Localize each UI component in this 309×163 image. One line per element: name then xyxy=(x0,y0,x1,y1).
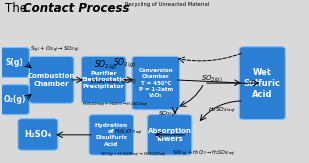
Text: $SO_{2(g)}$: $SO_{2(g)}$ xyxy=(113,57,137,70)
Text: O₂(g): O₂(g) xyxy=(3,95,26,104)
FancyBboxPatch shape xyxy=(147,115,192,155)
Text: $H_2S_2O_{7(aq)}$: $H_2S_2O_{7(aq)}$ xyxy=(114,128,143,138)
Text: Wet
Sulfuric
Acid: Wet Sulfuric Acid xyxy=(244,67,281,99)
Text: The: The xyxy=(5,1,31,15)
FancyBboxPatch shape xyxy=(132,56,180,110)
Text: $SO_{3(g)}$: $SO_{3(g)}$ xyxy=(158,110,177,120)
FancyBboxPatch shape xyxy=(18,119,58,150)
Text: $H_2S_2O_{7(aq)} + H_2O_{(l)} \rightarrow H_2SO_{4(aq)}$: $H_2S_2O_{7(aq)} + H_2O_{(l)} \rightarro… xyxy=(82,100,148,109)
FancyBboxPatch shape xyxy=(239,47,285,119)
Text: $SO_{3(g)} + H_2O_{(l)} \rightarrow H_2SO_{4(aq)}$: $SO_{3(g)} + H_2O_{(l)} \rightarrow H_2S… xyxy=(172,149,236,159)
Text: $SO_{2(g)}$: $SO_{2(g)}$ xyxy=(94,59,117,72)
Text: [Impurities]: [Impurities] xyxy=(91,79,120,84)
Text: Absorption
Towers: Absorption Towers xyxy=(148,128,192,142)
Text: S(g): S(g) xyxy=(6,58,24,67)
FancyBboxPatch shape xyxy=(0,48,29,77)
Text: $SO_{3(g)} + H_2SO_{4(aq)} \rightarrow H_2S_2O_{7(aq)}$: $SO_{3(g)} + H_2SO_{4(aq)} \rightarrow H… xyxy=(100,150,167,159)
FancyBboxPatch shape xyxy=(81,56,126,103)
FancyBboxPatch shape xyxy=(0,85,29,115)
Text: $S_{(g)} + O_{2(g)} \rightarrow SO_{2(g)}$: $S_{(g)} + O_{2(g)} \rightarrow SO_{2(g)… xyxy=(30,45,80,55)
Text: H₂SO₄: H₂SO₄ xyxy=(24,130,52,139)
Text: Combustion
Chamber: Combustion Chamber xyxy=(28,73,75,87)
Text: Recycling of Unreacted Material: Recycling of Unreacted Material xyxy=(125,2,210,7)
Text: Purifier
Electrostatic
Precipitator: Purifier Electrostatic Precipitator xyxy=(81,71,126,89)
Text: Hydration
of
Disulfuric
Acid: Hydration of Disulfuric Acid xyxy=(95,123,128,147)
Text: $SO_{3(g)}$: $SO_{3(g)}$ xyxy=(201,73,223,84)
FancyBboxPatch shape xyxy=(29,56,74,103)
FancyBboxPatch shape xyxy=(89,115,133,155)
Text: [98%]: [98%] xyxy=(122,78,137,83)
Text: $H_2SO_{4(aq)}$: $H_2SO_{4(aq)}$ xyxy=(208,106,236,117)
Text: Contact Process: Contact Process xyxy=(23,1,129,15)
Text: Conversion
Chamber
T = 450°C
P = 1-2atm
V₂O₅: Conversion Chamber T = 450°C P = 1-2atm … xyxy=(138,68,173,98)
